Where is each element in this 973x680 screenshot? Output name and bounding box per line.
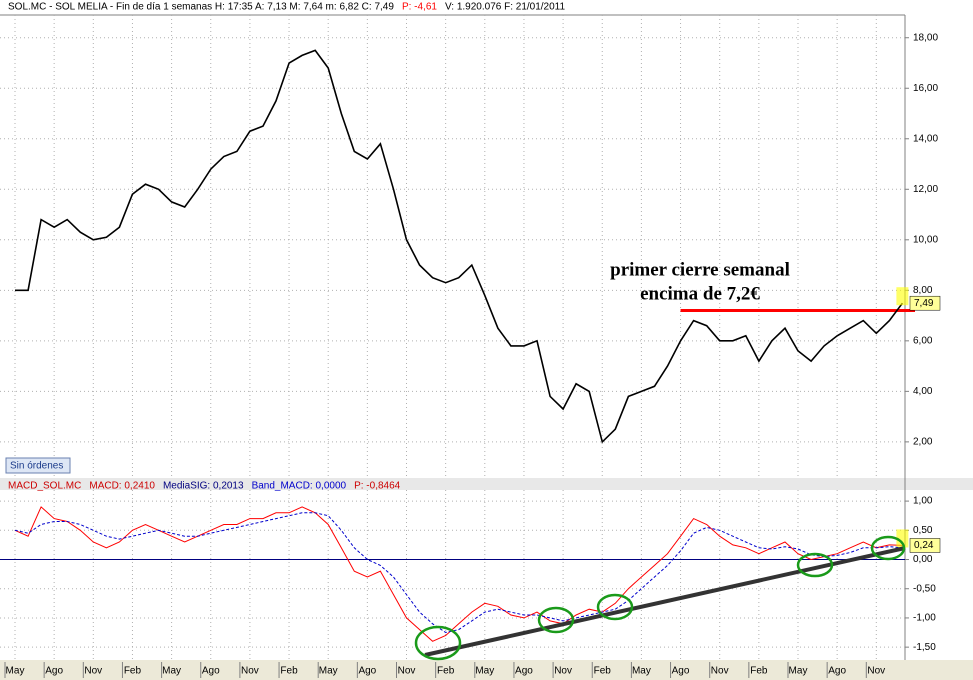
highlight-circle [796,552,834,578]
x-tick-label: Nov [554,666,572,677]
y-tick-label: -1,00 [913,613,936,624]
x-tick-label: May [632,666,651,677]
annotation: encima de 7,2€ [640,283,760,304]
y-tick-label: 8,00 [913,285,933,296]
y-tick-label: -1,50 [913,642,936,653]
header-text: MACD: 0,2410 [89,481,155,492]
header-text: MACD_SOL.MC [8,481,81,492]
y-tick-label: 12,00 [913,184,938,195]
highlight-circle [537,606,575,634]
highlight-circle [414,625,462,661]
x-tick-label: Nov [84,666,102,677]
x-axis-band [0,660,973,680]
highlight-circle [870,535,906,561]
x-tick-label: Ago [45,666,63,677]
y-tick-label: 14,00 [913,133,938,144]
y-tick-label: 0,50 [913,525,933,536]
y-tick-label: 6,00 [913,335,933,346]
panel-separator [0,478,973,490]
last-value-label: 0,24 [914,540,934,551]
header-text: SOL.MC - SOL MELIA - Fin de día 1 semana… [8,2,394,13]
header-text: Band_MACD: 0,0000 [252,481,347,492]
y-tick-label: 1,00 [913,496,933,507]
y-tick-label: 4,00 [913,386,933,397]
annotation: primer cierre semanal [610,259,790,280]
x-tick-label: Ago [358,666,376,677]
x-tick-label: May [475,666,494,677]
last-value-label: 7,49 [914,298,934,309]
trendline [424,546,906,657]
annotations [414,535,906,661]
x-tick-label: Feb [594,666,612,677]
x-tick-label: May [6,666,25,677]
x-tick-label: Feb [437,666,455,677]
x-tick-label: Feb [750,666,768,677]
header-text: P: -4,61 [402,2,437,13]
x-tick-label: Feb [124,666,142,677]
header-text: P: -0,8464 [354,481,401,492]
y-tick-label: 18,00 [913,32,938,43]
x-tick-label: Ago [828,666,846,677]
y-tick-label: 2,00 [913,437,933,448]
x-tick-label: May [319,666,338,677]
series-line [14,512,903,634]
header-text: V: 1.920.076 F: 21/01/2011 [445,2,566,13]
x-tick-label: Nov [241,666,259,677]
x-tick-label: Ago [672,666,690,677]
x-tick-label: Feb [280,666,298,677]
badge-text: Sin órdenes [10,461,63,472]
header-text: MediaSIG: 0,2013 [163,481,244,492]
y-tick-label: 16,00 [913,83,938,94]
y-tick-label: 10,00 [913,234,938,245]
x-tick-label: May [162,666,181,677]
x-tick-label: May [789,666,808,677]
x-tick-label: Ago [515,666,533,677]
y-tick-label: -0,50 [913,583,936,594]
highlight [896,287,909,306]
x-tick-label: Nov [867,666,885,677]
last-value-box [909,295,941,311]
highlight-circle [596,593,634,621]
x-tick-label: Ago [202,666,220,677]
y-tick-label: 0,00 [913,554,933,565]
highlight [896,529,909,548]
series-line [15,49,904,444]
last-value-box [909,538,941,553]
badge-box [5,457,71,474]
x-tick-label: Nov [711,666,729,677]
series-line [14,506,903,642]
x-tick-label: Nov [398,666,416,677]
